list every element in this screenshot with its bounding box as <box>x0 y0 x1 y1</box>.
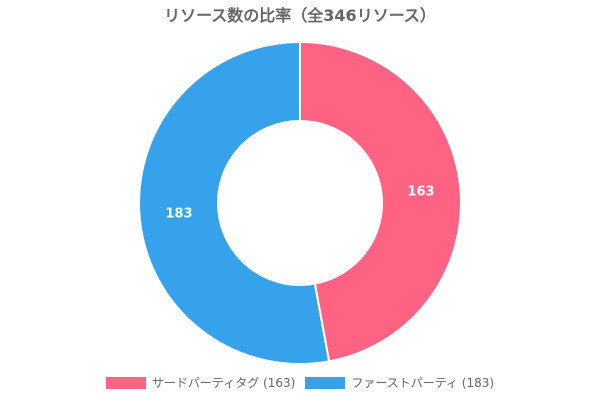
slice-third-party[interactable] <box>299 40 462 363</box>
chart-legend: サードパーティタグ (163) ファーストパーティ (183) <box>0 374 600 391</box>
legend-swatch-third-party <box>105 376 146 389</box>
legend-label-third-party: サードパーティタグ (163) <box>151 376 296 390</box>
legend-item-third-party[interactable]: サードパーティタグ (163) <box>105 374 296 391</box>
data-label-first-party: 183 <box>165 207 192 222</box>
legend-item-first-party[interactable]: ファーストパーティ (183) <box>305 374 494 391</box>
data-label-third-party: 163 <box>407 184 434 199</box>
slice-first-party[interactable] <box>138 40 331 365</box>
legend-swatch-first-party <box>305 376 346 389</box>
chart-title: リソース数の比率（全346リソース） <box>164 6 436 25</box>
legend-label-first-party: ファーストパーティ (183) <box>351 376 495 390</box>
